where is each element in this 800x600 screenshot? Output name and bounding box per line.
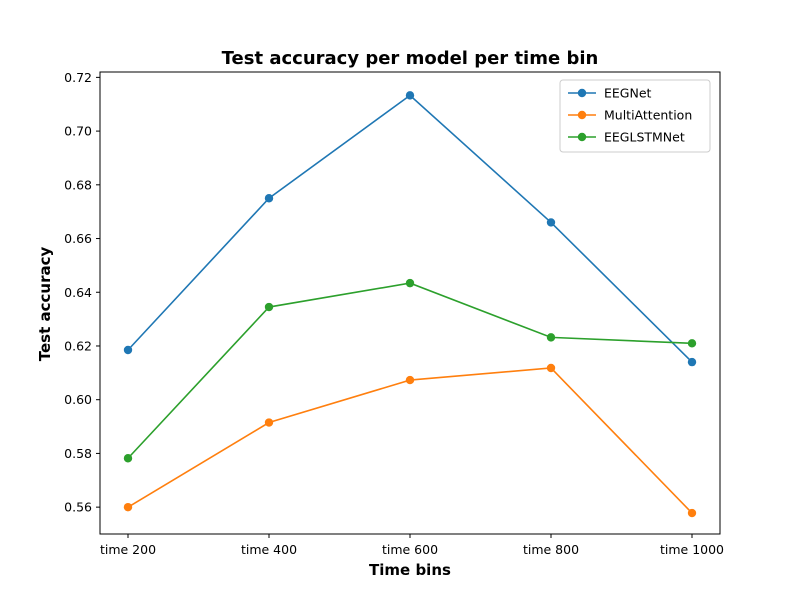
y-axis-label: Test accuracy — [36, 247, 54, 362]
data-point-multiattention — [123, 502, 133, 512]
x-axis-label: Time bins — [369, 561, 451, 579]
y-tick-label: 0.62 — [64, 338, 92, 353]
y-tick-label: 0.66 — [64, 231, 92, 246]
legend-marker-multiattention — [577, 110, 587, 120]
y-tick-label: 0.68 — [64, 177, 92, 192]
data-point-eegnet — [687, 357, 697, 367]
x-tick-label: time 800 — [523, 542, 579, 557]
legend-label-eeglstmnet: EEGLSTMNet — [604, 130, 685, 145]
legend-label-eegnet: EEGNet — [604, 86, 652, 101]
data-point-eeglstmnet — [264, 302, 274, 312]
data-point-eegnet — [264, 194, 274, 203]
x-tick-label: time 600 — [382, 542, 438, 557]
series-line-multiattention — [127, 367, 693, 514]
y-tick-label: 0.72 — [64, 70, 92, 85]
legend-marker-eegnet — [577, 88, 587, 98]
data-point-eeglstmnet — [546, 333, 556, 342]
legend-box — [559, 79, 711, 153]
data-point-eegnet — [546, 218, 556, 227]
legend-label-multiattention: MultiAttention — [604, 108, 692, 123]
x-tick-label: time 200 — [100, 542, 156, 557]
legend: EEGNet MultiAttention EEGLSTMNet — [559, 79, 711, 153]
x-tick-label: time 400 — [241, 542, 297, 557]
data-point-multiattention — [264, 418, 274, 427]
y-tick-label: 0.58 — [64, 446, 92, 461]
y-tick-label: 0.70 — [64, 124, 92, 139]
data-point-multiattention — [687, 508, 697, 518]
data-point-eeglstmnet — [123, 454, 133, 463]
y-tick-label: 0.56 — [64, 500, 92, 515]
plot-area: 0.56 0.58 0.60 0.62 0.64 0.66 0.68 0.70 0.72 time… — [64, 70, 724, 557]
x-tick-label: time 1000 — [660, 542, 724, 557]
data-point-eegnet — [405, 91, 415, 100]
chart-title: Test accuracy per model per time bin — [222, 48, 599, 69]
y-tick-label: 0.64 — [64, 285, 92, 300]
data-point-multiattention — [405, 375, 415, 385]
data-point-eeglstmnet — [405, 278, 415, 288]
data-point-eegnet — [123, 345, 133, 355]
series-line-eeglstmnet — [127, 282, 693, 459]
legend-marker-eeglstmnet — [577, 132, 587, 142]
data-point-eeglstmnet — [687, 339, 697, 348]
y-tick-label: 0.60 — [64, 392, 92, 407]
data-point-multiattention — [546, 363, 556, 373]
